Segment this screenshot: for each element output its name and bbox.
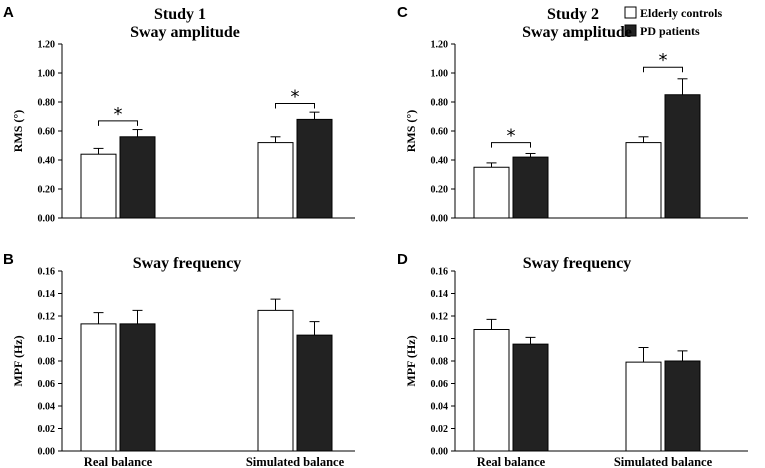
panel-c-bar-pd-1 [664, 94, 701, 219]
panel-a-ytick-label: 0.20 [38, 185, 56, 196]
panel-b-ylabel: MPF (Hz) [11, 335, 25, 386]
panel-a-ytick-label: 0.00 [38, 214, 56, 225]
panel-b-ytick-label: 0.14 [38, 289, 56, 300]
panel-c: C Sway amplitude 0.00 0.20 0.40 0.60 0.80 1.00 1… [397, 4, 748, 225]
panel-d-ytick-label: 0.02 [431, 424, 449, 435]
panel-a-ytick-label: 0.40 [38, 156, 56, 167]
panel-d-category-label: Real balance [477, 455, 546, 468]
panel-a-ytick-label: 0.60 [38, 127, 56, 138]
panel-a-sig-bracket [98, 120, 138, 126]
legend: Elderly controls PD patients [624, 6, 722, 38]
panel-d-bar-pd-0 [512, 343, 549, 452]
legend-label-pd: PD patients [640, 24, 700, 38]
panel-a-title: Sway amplitude [130, 24, 240, 41]
panel-d-ytick-label: 0.14 [431, 289, 449, 300]
panel-b-ytick-label: 0.04 [38, 402, 56, 413]
panel-b-bar-controls-0 [80, 323, 117, 452]
panel-c-letter: C [397, 4, 408, 21]
panel-a-ylabel: RMS (°) [11, 110, 25, 152]
panel-a-bar-pd-1 [296, 118, 333, 219]
panel-a: A Sway amplitude 0.00 0.20 0.40 0.60 0.80 1.00 1… [3, 4, 355, 225]
panel-a-bar-controls-1 [257, 142, 294, 219]
study1-title: Study 1 [154, 6, 206, 23]
panel-d-ytick-label: 0.10 [431, 334, 449, 345]
panel-a-ytick-label: 1.00 [38, 69, 56, 80]
panel-c-bar-controls-1 [625, 142, 662, 219]
panel-d-title: Sway frequency [523, 255, 632, 272]
panel-d-ylabel: MPF (Hz) [404, 335, 418, 386]
panel-b-ytick-label: 0.10 [38, 334, 56, 345]
panel-c-ytick-label: 0.00 [431, 214, 449, 225]
panel-b-ytick-label: 0.06 [38, 379, 56, 390]
study2-title: Study 2 [547, 6, 599, 23]
panel-b-ytick-label: 0.00 [38, 447, 56, 458]
panel-c-title: Sway amplitude [522, 24, 632, 41]
panel-b-category-label: Simulated balance [246, 455, 345, 468]
panel-d-category-label: Simulated balance [614, 455, 713, 468]
panel-d-ytick-label: 0.04 [431, 402, 449, 413]
panel-a-sig-star: * [291, 86, 300, 107]
panel-d-bar-controls-1 [625, 361, 662, 452]
panel-c-sig-bracket [491, 142, 531, 148]
panel-c-ytick-label: 0.20 [431, 185, 449, 196]
panel-d-bar-pd-1 [664, 360, 701, 452]
panel-c-ytick-label: 0.60 [431, 127, 449, 138]
panel-d-ytick-label: 0.12 [431, 312, 449, 323]
panel-c-ytick-label: 0.80 [431, 98, 449, 109]
panel-b: B Sway frequency 0.00 0.02 0.04 0.06 0.08 0.10 0… [3, 251, 355, 468]
panel-d-ytick-label: 0.08 [431, 357, 449, 368]
panel-d-bar-controls-0 [473, 329, 510, 452]
panel-d-ytick-label: 0.00 [431, 447, 449, 458]
panel-c-ylabel: RMS (°) [404, 110, 418, 152]
panel-b-letter: B [3, 251, 14, 268]
panel-b-title: Sway frequency [133, 255, 242, 272]
panel-c-ytick-label: 1.00 [431, 69, 449, 80]
legend-swatch-controls [624, 6, 637, 19]
panel-a-bar-controls-0 [80, 153, 117, 219]
panel-c-ytick-label: 1.20 [431, 40, 449, 51]
panel-d-letter: D [397, 251, 408, 268]
panel-a-sig-bracket [275, 102, 315, 109]
panel-d-ytick-label: 0.16 [431, 267, 449, 278]
panel-c-bar-controls-0 [473, 166, 510, 219]
panel-d-ytick-label: 0.06 [431, 379, 449, 390]
panel-a-ytick-label: 0.80 [38, 98, 56, 109]
panel-c-sig-bracket [643, 66, 683, 73]
panel-b-bar-pd-0 [119, 323, 156, 452]
panel-a-letter: A [3, 4, 14, 21]
panel-c-ytick-label: 0.40 [431, 156, 449, 167]
legend-label-controls: Elderly controls [640, 6, 722, 20]
panel-b-category-label: Real balance [84, 455, 153, 468]
panel-a-sig-star: * [114, 104, 123, 125]
panel-a-bar-pd-0 [119, 136, 156, 219]
panel-c-sig-star: * [507, 126, 516, 147]
panel-b-ytick-label: 0.12 [38, 312, 56, 323]
panel-b-bar-controls-1 [257, 309, 294, 452]
panel-b-ytick-label: 0.02 [38, 424, 56, 435]
panel-c-bar-pd-0 [512, 156, 549, 219]
panel-a-ytick-label: 1.20 [38, 40, 56, 51]
panel-b-ytick-label: 0.08 [38, 357, 56, 368]
legend-swatch-pd [624, 24, 637, 37]
panel-d: D Sway frequency 0.00 0.02 0.04 0.06 0.08 0.10 0… [397, 251, 748, 468]
panel-b-ytick-label: 0.16 [38, 267, 56, 278]
panel-b-bar-pd-1 [296, 334, 333, 452]
panel-c-sig-star: * [659, 50, 668, 71]
